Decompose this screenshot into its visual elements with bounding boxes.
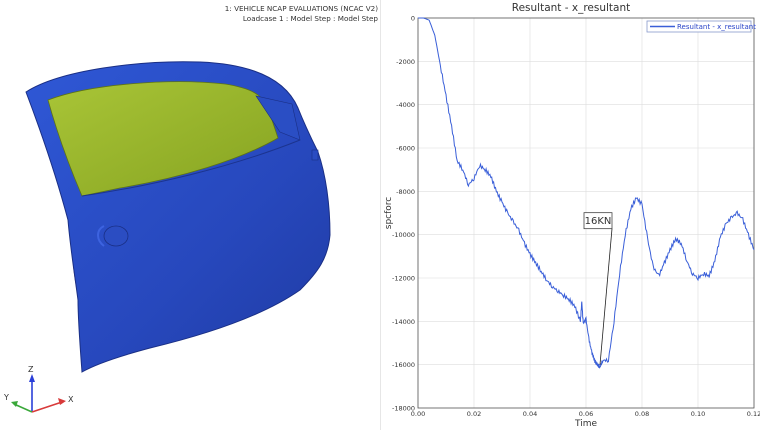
legend-box	[646, 20, 752, 33]
x-axis-label: X	[68, 395, 74, 404]
series-line	[418, 17, 755, 369]
y-axis-line	[13, 403, 33, 413]
x-tick-label: 0.02	[467, 410, 481, 418]
belt-line	[81, 139, 301, 197]
loadcase-label: Loadcase 1 : Model Step : Model Step	[242, 14, 378, 23]
annotation-label: 16KN	[585, 216, 612, 227]
y-tick-label: -14000	[392, 318, 415, 326]
legend[interactable]: Resultant - x_resultant	[646, 20, 756, 33]
x-tick-label: 0.06	[579, 410, 593, 418]
x-tick-label: 0.00	[411, 410, 425, 418]
plot-frame	[417, 17, 755, 409]
y-axis-title: spcforc	[384, 197, 394, 230]
door-handle-recess	[103, 225, 129, 247]
annotation-leader-line	[599, 228, 613, 365]
chart-title: Resultant - x_resultant	[512, 2, 631, 14]
x-tick-label: 0.12	[747, 410, 760, 418]
annotation-box	[583, 212, 613, 230]
y-tick-label: -8000	[396, 188, 415, 196]
resultant-plot[interactable]: Resultant - x_resultant 0 -2000 -4000 -6000…	[381, 0, 760, 430]
x-tick-labels: 0.00 0.02 0.04 0.06 0.08 0.10 0.12	[411, 410, 760, 418]
x-axis-title: Time	[574, 419, 597, 429]
x-axis-line	[31, 401, 63, 413]
mirror-mount	[311, 149, 319, 161]
window-glass	[47, 81, 279, 197]
z-axis-arrow	[29, 374, 35, 382]
x-tick-label: 0.08	[635, 410, 649, 418]
y-axis-label: Y	[3, 393, 9, 402]
y-tick-label: -4000	[396, 101, 415, 109]
series-layer	[418, 17, 755, 369]
model-viewport[interactable]: 1: VEHICLE NCAP EVALUATIONS (NCAC V2) Lo…	[0, 0, 380, 430]
y-tick-label: -16000	[392, 361, 415, 369]
door-handle	[97, 225, 105, 247]
y-axis-arrow	[11, 401, 18, 407]
plot-panel[interactable]: Resultant - x_resultant 0 -2000 -4000 -6000…	[380, 0, 760, 430]
model-title: 1: VEHICLE NCAP EVALUATIONS (NCAC V2)	[224, 4, 378, 13]
y-tick-label: -10000	[392, 231, 415, 239]
door-model[interactable]	[0, 0, 380, 430]
coordinate-triad: Z Y X	[3, 365, 74, 413]
y-tick-label: 0	[411, 15, 415, 23]
annotation: 16KN	[583, 212, 613, 365]
z-axis-label: Z	[28, 365, 34, 374]
y-tick-label: -6000	[396, 145, 415, 153]
x-tick-label: 0.04	[523, 410, 537, 418]
x-axis-arrow	[58, 398, 66, 405]
y-tick-label: -12000	[392, 275, 415, 283]
model-header: 1: VEHICLE NCAP EVALUATIONS (NCAC V2) Lo…	[58, 4, 378, 24]
y-tick-label: -18000	[392, 405, 415, 413]
x-tick-label: 0.10	[691, 410, 705, 418]
y-tick-labels: 0 -2000 -4000 -6000 -8000 -10000 -12000 -14000 -…	[392, 15, 415, 413]
y-tick-label: -2000	[396, 58, 415, 66]
legend-entry: Resultant - x_resultant	[677, 23, 756, 31]
